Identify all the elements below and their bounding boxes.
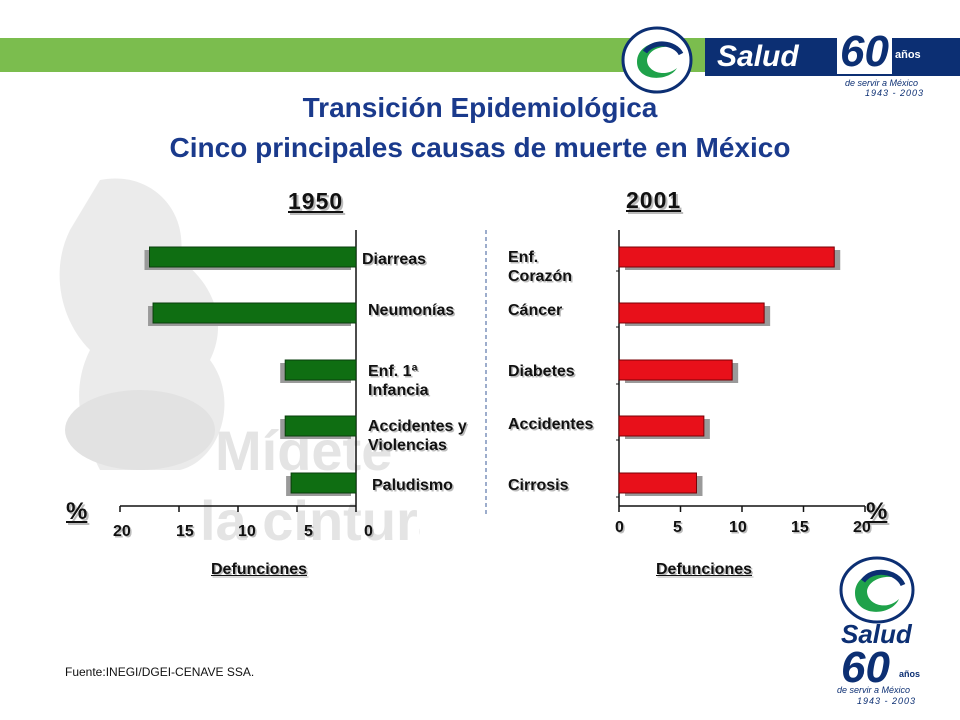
salud-60-logo: Salud 60 años de servir a México 1943 - … <box>615 22 960 100</box>
logo-years: 1943 - 2003 <box>865 88 925 98</box>
left-category-label: Neumonías <box>368 302 455 319</box>
left-bar <box>284 415 357 437</box>
logo2-brand: Salud <box>841 619 912 649</box>
chart-title-line2: Cinco principales causas de muerte en Mé… <box>169 132 791 163</box>
salud-60-logo-secondary: Salud 60 años de servir a México 1943 - … <box>835 555 930 710</box>
logo2-years: 1943 - 2003 <box>857 696 917 706</box>
logo-anios: años <box>895 49 921 61</box>
logo2-60: 60 <box>841 643 890 692</box>
source-note: Fuente:INEGI/DGEI-CENAVE SSA. <box>65 665 255 679</box>
left-tick-label: 10 <box>238 523 256 540</box>
left-bar <box>149 246 357 268</box>
right-category-label: Cáncer <box>508 302 563 319</box>
right-tick-label: 5 <box>673 519 682 536</box>
left-category-label: Diarreas <box>362 251 427 268</box>
left-category-label: Accidentes y Violencias <box>368 418 467 454</box>
logo-tagline: de servir a México <box>845 78 919 88</box>
right-percent-sign: % <box>866 498 888 525</box>
logo-navy-band <box>705 38 960 76</box>
right-category-label: Cirrosis <box>508 477 569 494</box>
left-bar <box>284 359 357 381</box>
logo-brand-text: Salud <box>717 40 799 73</box>
chart-title-line1: Transición Epidemiológica <box>302 92 658 123</box>
right-category-label: Enf. Corazón <box>508 249 572 285</box>
left-category-label: Paludismo <box>372 477 453 494</box>
right-category-label: Accidentes <box>508 416 594 433</box>
left-bar <box>152 302 357 324</box>
right-category-label: Diabetes <box>508 363 575 380</box>
left-chart-year: 1950 <box>288 188 344 214</box>
right-tick-label: 15 <box>791 519 809 536</box>
right-tick-label: 0 <box>615 519 624 536</box>
center-divider <box>485 230 487 515</box>
logo2-anios: años <box>899 669 921 679</box>
right-tick-label: 20 <box>853 519 871 536</box>
salud-swirl-icon <box>839 556 915 624</box>
left-bar <box>290 472 357 494</box>
left-percent-sign: % <box>66 498 88 525</box>
right-tick-label: 10 <box>729 519 747 536</box>
left-tick-label: 5 <box>304 523 313 540</box>
logo-60: 60 <box>837 30 892 74</box>
salud-swirl-icon <box>621 26 693 94</box>
right-x-axis-label: Defunciones <box>656 561 753 578</box>
watermark-word-2: la cintura <box>200 489 420 552</box>
left-tick-label: 15 <box>176 523 194 540</box>
logo2-tagline: de servir a México <box>837 685 911 695</box>
left-x-axis-label: Defunciones <box>211 561 308 578</box>
left-category-label: Enf. 1ª Infancia <box>368 363 429 399</box>
left-tick-label: 20 <box>113 523 131 540</box>
right-chart-year: 2001 <box>626 187 682 213</box>
left-tick-label: 0 <box>364 523 373 540</box>
